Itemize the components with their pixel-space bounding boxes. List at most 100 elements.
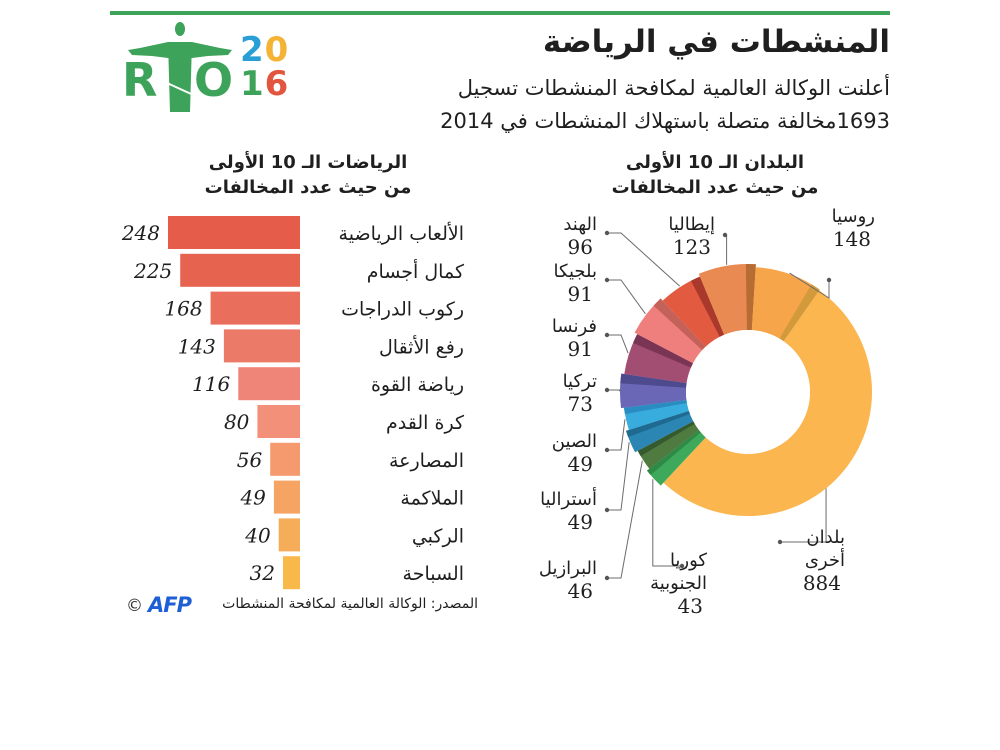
country-label-7-0: بلجيكا [554, 261, 597, 282]
sports-chart-title: الرياضات الـ 10 الأولى من حيث عدد المخال… [196, 150, 420, 200]
page-title: المنشطات في الرياضة [542, 24, 890, 60]
donut-hole [686, 330, 810, 454]
donut-slice-1 [646, 430, 706, 486]
donut-slice-shade-6 [633, 334, 694, 368]
leader-dot-6 [604, 332, 610, 338]
bar-label-5: كرة القدم [386, 412, 465, 434]
bar-9 [282, 556, 300, 590]
leader-dot-3 [604, 507, 610, 513]
bar-8 [278, 518, 300, 552]
bar-label-8: الركبي [412, 525, 464, 547]
bar-1 [180, 253, 300, 287]
donut-slice-3 [626, 410, 694, 453]
countries-chart-title: البلدان الـ 10 الأولى من حيث عدد المخالف… [590, 150, 840, 200]
donut-slice-10 [751, 267, 820, 342]
country-label-0-0: بلدان [806, 527, 845, 548]
country-value-6: 91 [568, 337, 593, 361]
bar-5 [257, 405, 300, 438]
bar-label-0: الألعاب الرياضية [339, 222, 464, 245]
leader-line-6 [607, 334, 629, 354]
copyright-icon: © [126, 596, 143, 616]
country-label-4-0: الصين [552, 431, 597, 452]
countries-donut-chart: بلدانأخرى884كورياالجنوبية43البرازيل46أست… [539, 206, 875, 618]
bar-3 [223, 329, 300, 363]
country-value-8: 96 [568, 235, 593, 259]
leader-dot-1 [679, 563, 685, 569]
bar-6 [270, 442, 300, 476]
leader-line-10 [789, 272, 830, 299]
leader-line-2 [607, 460, 643, 579]
country-label-2-0: البرازيل [539, 558, 597, 579]
bar-label-2: ركوب الدراجات [341, 299, 464, 321]
country-label-1-1: الجنوبية [650, 573, 707, 594]
donut-slice-shade-5 [620, 373, 687, 388]
bar-value-3: 143 [178, 334, 216, 358]
leader-line-0 [780, 488, 827, 543]
bar-0 [168, 216, 300, 249]
bar-4 [238, 367, 300, 401]
sports-bar-chart: الألعاب الرياضية 248 كمال أجسام 225 ركوب الد… [121, 216, 465, 590]
country-label-9-0: إيطاليا [668, 214, 715, 235]
leader-line-3 [607, 442, 630, 511]
bar-value-4: 116 [192, 372, 230, 396]
country-value-4: 49 [568, 452, 593, 476]
country-label-0-1: أخرى [805, 548, 845, 571]
countries-chart-title-line-1: البلدان الـ 10 الأولى [625, 152, 805, 173]
leader-dot-2 [604, 575, 610, 581]
donut-slice-shade-3 [626, 410, 690, 438]
leader-dot-9 [722, 232, 728, 238]
country-value-3: 49 [568, 510, 593, 534]
country-label-3-0: أستراليا [540, 487, 597, 510]
leader-line-7 [607, 279, 646, 315]
donut-slice-0 [663, 290, 872, 516]
donut-slice-9 [698, 263, 756, 335]
bar-2 [210, 291, 300, 325]
leader-line-5 [607, 389, 622, 392]
bar-value-6: 56 [237, 448, 263, 472]
bar-label-9: السباحة [403, 563, 464, 585]
donut-slice-2 [637, 421, 700, 469]
donut-slice-shade-2 [637, 421, 695, 457]
subtitle: أعلنت الوكالة العالمية لمكافحة المنشطات … [440, 72, 890, 138]
sports-chart-title-line-1: الرياضات الـ 10 الأولى [208, 152, 408, 173]
leader-dot-7 [604, 277, 610, 283]
country-value-7: 91 [568, 282, 593, 306]
top-accent-line [110, 11, 890, 15]
donut-slice-7 [634, 298, 706, 364]
leader-line-8 [607, 232, 681, 287]
sports-chart-title-line-2: من حيث عدد المخالفات [204, 177, 412, 198]
logo-year-bottom: 16 [240, 64, 290, 104]
bar-label-7: الملاكمة [400, 488, 464, 510]
subtitle-line-1: أعلنت الوكالة العالمية لمكافحة المنشطات … [457, 76, 890, 100]
leader-dot-10 [826, 277, 832, 283]
country-value-10: 148 [833, 227, 871, 251]
country-value-1: 43 [678, 594, 703, 618]
bar-value-5: 80 [224, 410, 250, 434]
bar-label-3: رفع الأثقال [379, 335, 464, 358]
bar-value-1: 225 [133, 259, 172, 283]
bar-label-1: كمال أجسام [367, 259, 465, 283]
country-value-9: 123 [673, 235, 711, 259]
donut-slice-8 [662, 276, 725, 347]
donut-slice-shade-9 [745, 264, 756, 331]
afp-logo: AFP [148, 593, 192, 617]
bar-value-8: 40 [244, 523, 271, 547]
svg-text:O: O [194, 53, 233, 107]
bar-value-9: 32 [250, 561, 275, 585]
country-value-2: 46 [568, 579, 593, 603]
country-label-1-0: كوريا [670, 550, 707, 571]
leader-dot-4 [604, 447, 610, 453]
country-label-5-0: تركيا [563, 371, 597, 392]
donut-slice-shade-10 [779, 284, 820, 342]
leader-dot-0 [777, 539, 783, 545]
leader-line-1 [652, 479, 682, 567]
donut-slice-shade-4 [624, 399, 687, 415]
